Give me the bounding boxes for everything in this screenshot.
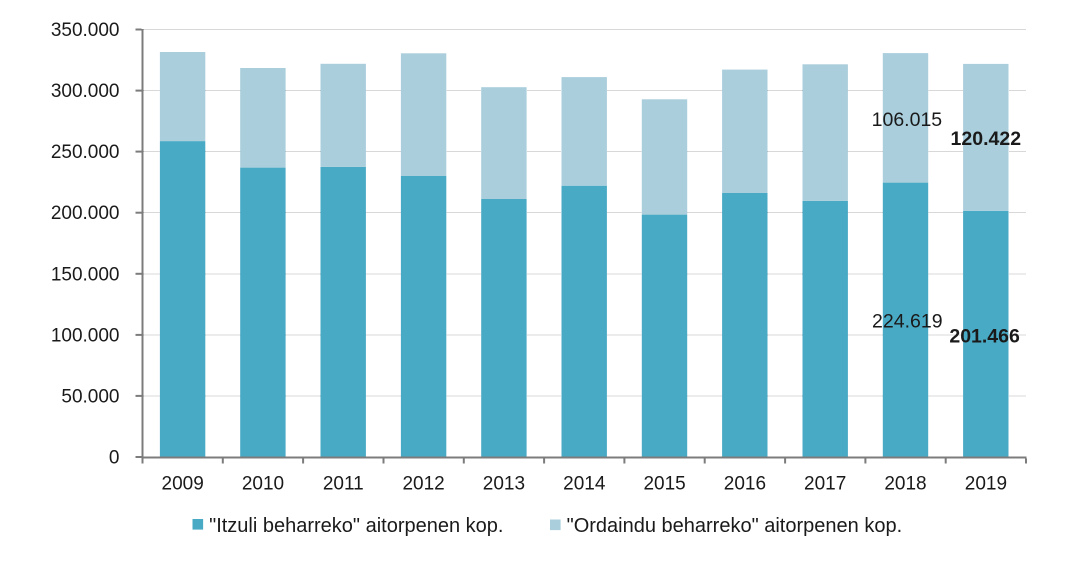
svg-text:0: 0 [109, 448, 120, 469]
svg-text:2013: 2013 [483, 474, 525, 495]
svg-text:120.422: 120.422 [951, 128, 1022, 150]
svg-text:2011: 2011 [323, 474, 364, 495]
svg-text:"Ordaindu beharreko" aitorpene: "Ordaindu beharreko" aitorpenen kop. [567, 515, 903, 537]
svg-text:50.000: 50.000 [61, 386, 119, 407]
svg-text:250.000: 250.000 [51, 142, 120, 163]
svg-text:2012: 2012 [402, 474, 444, 495]
svg-text:150.000: 150.000 [51, 264, 120, 285]
svg-text:2018: 2018 [884, 474, 926, 495]
svg-text:350.000: 350.000 [51, 20, 120, 41]
svg-text:2019: 2019 [965, 474, 1007, 495]
svg-text:201.466: 201.466 [949, 325, 1020, 347]
svg-text:2015: 2015 [643, 474, 685, 495]
svg-text:2009: 2009 [162, 474, 204, 495]
svg-text:2010: 2010 [242, 474, 284, 495]
svg-text:2014: 2014 [563, 474, 606, 495]
svg-text:106.015: 106.015 [872, 109, 943, 131]
svg-text:2017: 2017 [804, 474, 846, 495]
svg-text:"Itzuli beharreko" aitorpenen: "Itzuli beharreko" aitorpenen kop. [209, 515, 503, 537]
svg-text:200.000: 200.000 [51, 203, 120, 224]
svg-text:300.000: 300.000 [51, 81, 120, 102]
svg-text:224.619: 224.619 [872, 310, 943, 332]
svg-text:2016: 2016 [724, 474, 766, 495]
svg-text:100.000: 100.000 [51, 325, 120, 346]
